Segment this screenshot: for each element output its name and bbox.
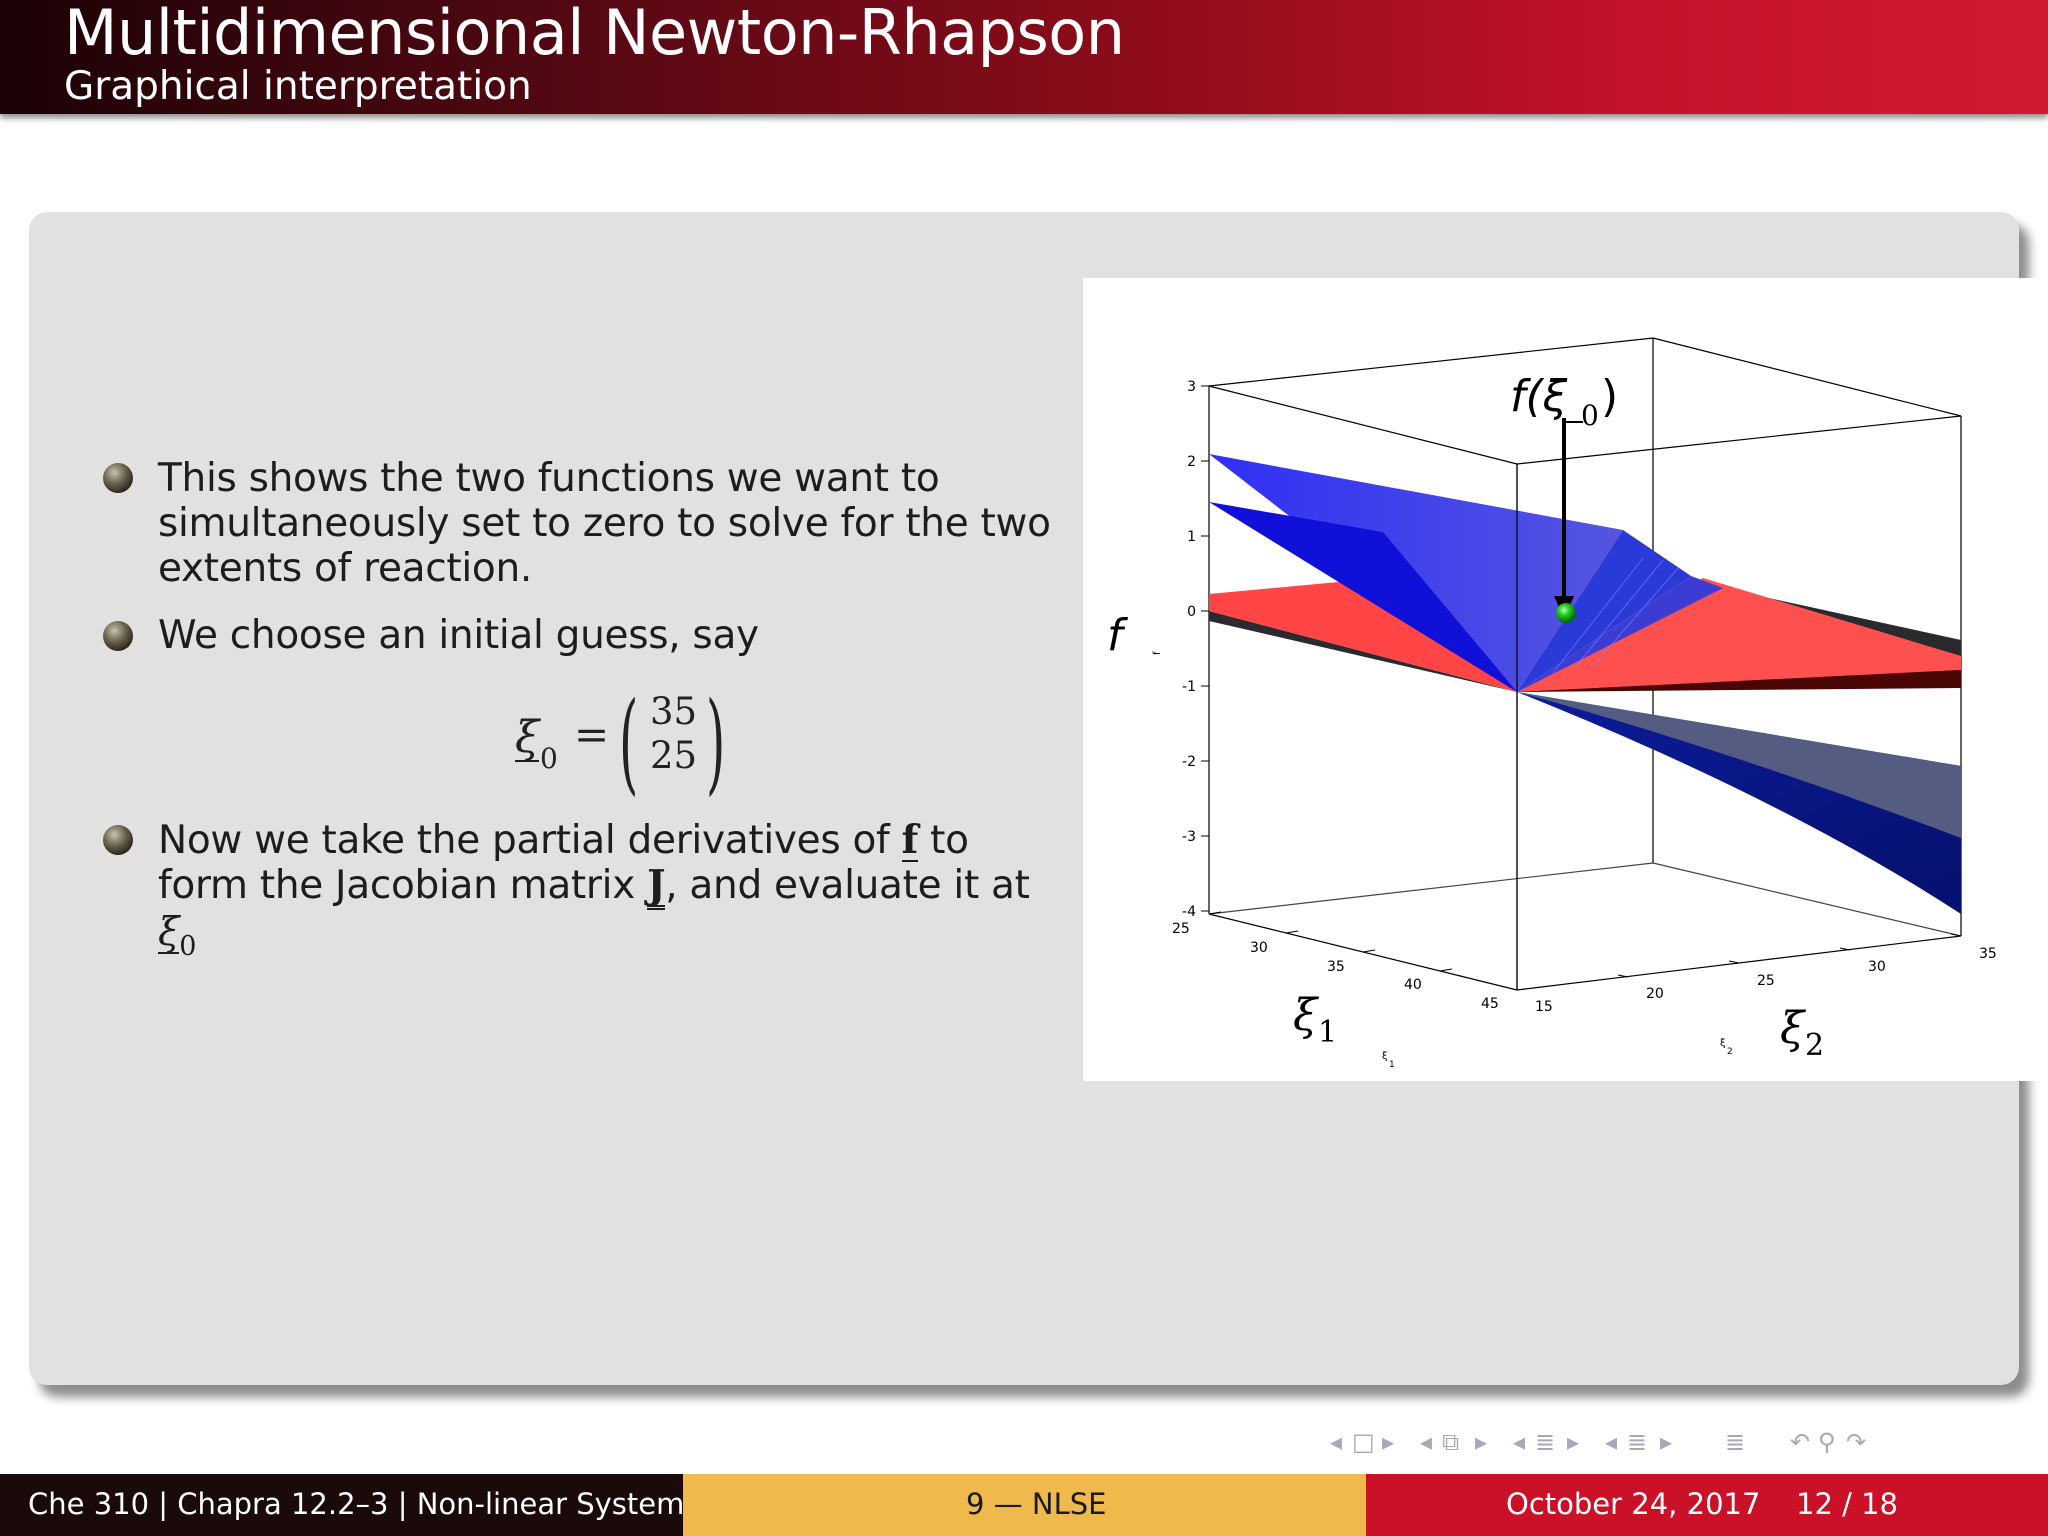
xi1-axis-ticks xyxy=(1208,911,1453,972)
xi1-small-sub: 1 xyxy=(1389,1060,1395,1070)
z-tick: -2 xyxy=(1182,754,1196,770)
vector-top: 35 xyxy=(650,690,698,733)
nav-prev-subsection-icon[interactable]: ◂ xyxy=(1420,1428,1433,1456)
footer-course: Che 310 | Chapra 12.2–3 | Non-linear Sys… xyxy=(28,1487,700,1521)
xi1-small-label: ξ xyxy=(1382,1051,1388,1062)
nav-next-section-icon[interactable]: ▸ xyxy=(1567,1428,1580,1456)
annotation-subscript: 0 xyxy=(1581,399,1599,432)
xi1-tick: 25 xyxy=(1172,921,1190,937)
bullet-1-line-3: extents of reaction. xyxy=(158,546,533,591)
slide-footer: Che 310 | Chapra 12.2–3 | Non-linear Sys… xyxy=(0,1474,2048,1536)
xi2-tick: 35 xyxy=(1979,946,1997,962)
xi2-axis-subscript: 2 xyxy=(1805,1028,1824,1063)
blue-surface-crease xyxy=(1517,576,1723,692)
surface-plot: 3 2 1 0 -1 -2 -3 -4 25 30 35 40 45 xyxy=(1107,337,1997,1070)
xi2-axis-ticks xyxy=(1617,933,1962,978)
xi2-tick: 20 xyxy=(1646,986,1664,1002)
search-icon[interactable]: ⚲ xyxy=(1818,1428,1836,1456)
footer-right: October 24, 2017 12 / 18 xyxy=(1366,1474,2048,1536)
bullet-1-line-2: simultaneously set to zero to solve for … xyxy=(158,501,1051,546)
xi1-tick: 40 xyxy=(1404,977,1422,993)
nav-prev-document-icon[interactable]: ◂ xyxy=(1605,1428,1618,1456)
blue-surface-tip xyxy=(1517,530,1691,692)
bullet-icon xyxy=(103,621,133,651)
surface-plot-figure: 3 2 1 0 -1 -2 -3 -4 25 30 35 40 45 xyxy=(1083,278,2048,1081)
z-axis-labels: 3 2 1 0 -1 -2 -3 -4 xyxy=(1182,379,1196,920)
xi2-tick: 15 xyxy=(1535,999,1553,1015)
initial-guess-equation: ξ 0 = ( 35 25 ) xyxy=(484,678,744,806)
nav-next-subsection-icon[interactable]: ▸ xyxy=(1475,1428,1488,1456)
z-axis-label: f xyxy=(1107,610,1129,661)
beamer-navigation: ◂ □ ▸ ◂ ⧉ ▸ ◂ ≣ ▸ ◂ ≣ ▸ ≣ ↶ ⚲ ↷ xyxy=(1330,1428,2040,1458)
xi1-axis-labels: 25 30 35 40 45 xyxy=(1172,921,1499,1012)
slide-subtitle: Graphical interpretation xyxy=(64,64,532,109)
red-surface xyxy=(1209,576,1517,692)
document-icon[interactable]: ≣ xyxy=(1627,1428,1648,1456)
z-axis-small-label: f xyxy=(1152,651,1163,655)
section-icon[interactable]: ≣ xyxy=(1535,1428,1556,1456)
mesh-hatching xyxy=(1552,557,1679,674)
xi-symbol: ξ xyxy=(158,910,180,955)
nav-next-document-icon[interactable]: ▸ xyxy=(1660,1428,1673,1456)
menu-icon[interactable]: ≣ xyxy=(1725,1428,1746,1456)
bullet-3-line-3: ξ0 xyxy=(158,910,197,962)
initial-guess-marker xyxy=(1556,603,1576,623)
footer-date: October 24, 2017 xyxy=(1506,1487,1761,1521)
paren-left-icon: ( xyxy=(619,678,639,806)
vector-bottom: 25 xyxy=(650,734,698,777)
xi2-tick: 30 xyxy=(1868,959,1886,975)
z-axis-ticks xyxy=(1201,385,1209,912)
frame-icon[interactable]: □ xyxy=(1352,1428,1375,1456)
jacobian-symbol: J xyxy=(647,862,666,910)
annotation-close: ) xyxy=(1601,371,1618,422)
blue-surface-right xyxy=(1517,692,1961,838)
slide-header: Multidimensional Newton-Rhapson Graphica… xyxy=(0,0,2048,114)
red-surface-right xyxy=(1517,578,1961,692)
xi2-small-sub: 2 xyxy=(1727,1047,1733,1057)
footer-middle: 9 — NLSE xyxy=(683,1474,1366,1536)
bullet-2-text: We choose an initial guess, say xyxy=(158,613,759,658)
bullet-3-line-1: Now we take the partial derivatives of f… xyxy=(158,817,969,863)
annotation-label: f(ξ xyxy=(1510,371,1568,422)
xi2-axis-label: ξ xyxy=(1780,1003,1807,1054)
z-tick: 3 xyxy=(1187,379,1196,395)
xi1-tick: 30 xyxy=(1250,940,1268,956)
z-tick: -1 xyxy=(1182,679,1196,695)
paren-right-icon: ) xyxy=(706,678,726,806)
xi2-axis-labels: 15 20 25 30 35 xyxy=(1535,946,1997,1015)
bullet-icon xyxy=(103,825,133,855)
xi1-axis-subscript: 1 xyxy=(1318,1015,1337,1050)
xi1-tick: 45 xyxy=(1481,996,1499,1012)
xi-subscript: 0 xyxy=(540,742,558,775)
z-tick: -4 xyxy=(1182,904,1196,920)
bullet-list: This shows the two functions we want to … xyxy=(29,212,1089,1385)
xi2-small-label: ξ xyxy=(1720,1038,1726,1049)
xi-symbol: ξ xyxy=(515,712,540,763)
slide-title: Multidimensional Newton-Rhapson xyxy=(64,0,1125,69)
subsection-icon[interactable]: ⧉ xyxy=(1442,1428,1460,1456)
xi1-tick: 35 xyxy=(1327,959,1345,975)
blue-surface-fold xyxy=(1209,502,1517,692)
footer-left: Che 310 | Chapra 12.2–3 | Non-linear Sys… xyxy=(0,1474,699,1536)
z-tick: 0 xyxy=(1187,604,1196,620)
equals-sign: = xyxy=(574,710,610,759)
z-tick: 2 xyxy=(1187,454,1196,470)
red-surface-edge xyxy=(1517,670,1961,692)
footer-lecture: 9 — NLSE xyxy=(966,1487,1107,1521)
bullet-1-line-1: This shows the two functions we want to xyxy=(158,456,940,501)
z-tick: -3 xyxy=(1182,829,1196,845)
bullet-3-line-2: form the Jacobian matrix J, and evaluate… xyxy=(158,862,1030,910)
nav-prev-section-icon[interactable]: ◂ xyxy=(1513,1428,1526,1456)
f-vector: f xyxy=(901,817,919,863)
xi1-axis-label: ξ xyxy=(1293,990,1320,1041)
nav-prev-frame-icon[interactable]: ◂ xyxy=(1330,1428,1343,1456)
bullet-icon xyxy=(103,463,133,493)
z-tick: 1 xyxy=(1187,529,1196,545)
back-icon[interactable]: ↶ xyxy=(1790,1428,1811,1456)
xi2-tick: 25 xyxy=(1757,973,1775,989)
footer-page-number: 12 / 18 xyxy=(1796,1487,1899,1521)
nav-next-frame-icon[interactable]: ▸ xyxy=(1382,1428,1395,1456)
xi-subscript: 0 xyxy=(179,931,197,962)
forward-icon[interactable]: ↷ xyxy=(1846,1428,1867,1456)
